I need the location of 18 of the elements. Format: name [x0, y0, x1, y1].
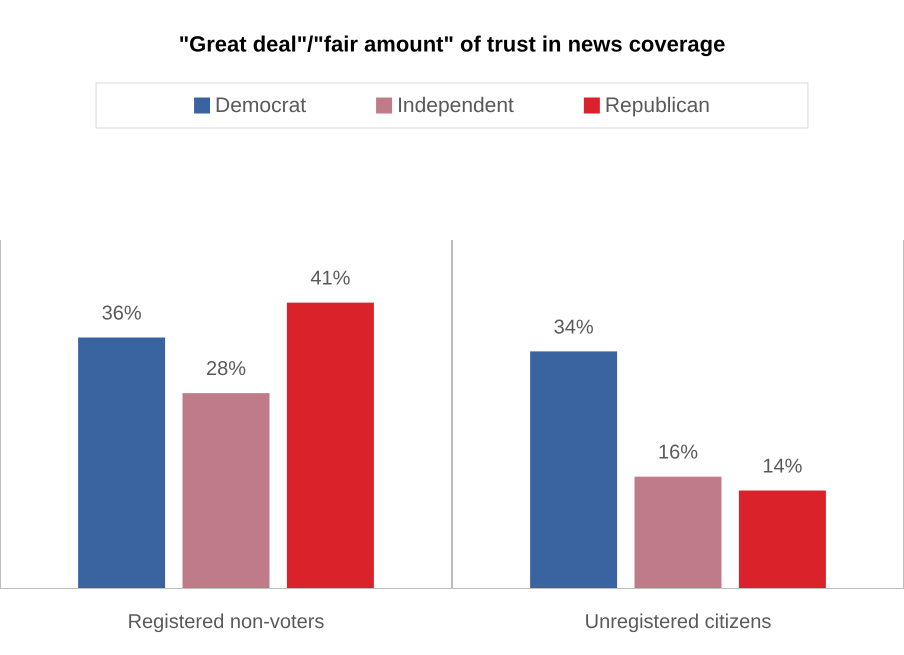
data-label: 41%: [310, 268, 351, 290]
chart-title: "Great deal"/"fair amount" of trust in news coverage: [178, 32, 726, 56]
data-label: 28%: [206, 358, 246, 380]
data-label: 34%: [554, 316, 594, 338]
bar: [530, 351, 618, 588]
bar: [738, 490, 826, 588]
legend-label: Independent: [397, 94, 514, 117]
bar: [78, 337, 166, 588]
x-tick-label: Unregistered citizens: [584, 611, 772, 633]
data-label: 16%: [658, 442, 698, 464]
data-label: 14%: [762, 456, 803, 478]
legend-label: Democrat: [215, 94, 306, 117]
data-label: 36%: [102, 302, 142, 324]
bar: [182, 393, 270, 588]
legend-label: Republican: [604, 94, 710, 117]
x-tick-label: Registered non-voters: [128, 611, 324, 633]
bar: [286, 302, 374, 588]
bar: [634, 476, 722, 588]
